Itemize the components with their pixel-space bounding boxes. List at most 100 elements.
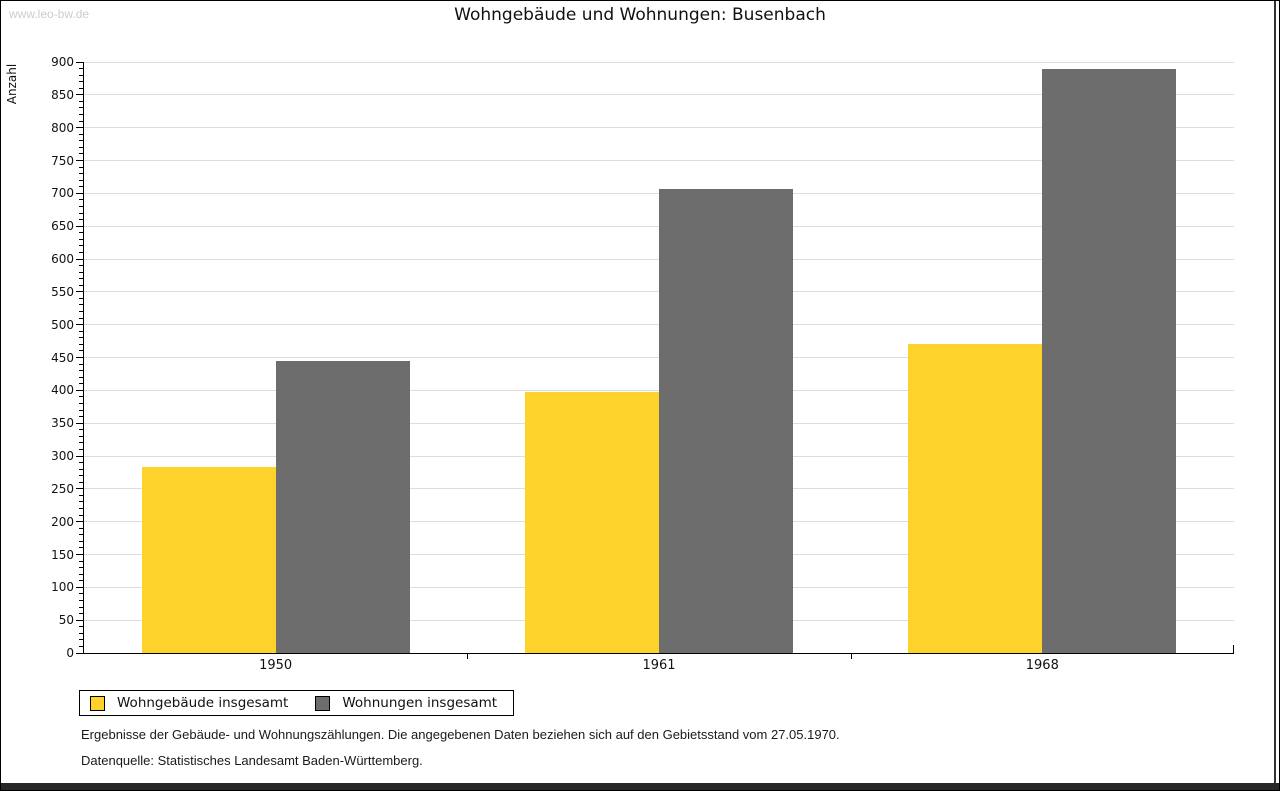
y-axis-minor-tick bbox=[79, 219, 83, 221]
y-axis-minor-tick bbox=[79, 317, 83, 319]
y-axis-minor-tick bbox=[79, 265, 83, 267]
legend-item-wohngebaeude-insgesamt: Wohngebäude insgesamt bbox=[90, 695, 288, 711]
y-axis-minor-tick bbox=[79, 153, 83, 155]
y-axis-minor-tick bbox=[79, 74, 83, 76]
y-axis-minor-tick bbox=[79, 481, 83, 483]
y-tick-label: 850 bbox=[51, 87, 74, 102]
window-bottom-edge bbox=[1, 783, 1279, 790]
y-axis-minor-tick bbox=[79, 567, 83, 569]
y-axis-title: Anzahl bbox=[5, 63, 19, 105]
y-axis-minor-tick bbox=[79, 580, 83, 582]
y-axis-major-tick bbox=[76, 357, 83, 358]
y-tick-label: 350 bbox=[51, 416, 74, 431]
bar-wohnungen-1968 bbox=[1042, 69, 1177, 653]
watermark: www.leo-bw.de bbox=[9, 7, 90, 21]
y-axis-major-tick bbox=[76, 258, 83, 260]
y-axis-minor-tick bbox=[79, 68, 83, 70]
y-axis-minor-tick bbox=[79, 599, 83, 601]
y-axis-minor-tick bbox=[79, 639, 83, 641]
y-axis-major-tick bbox=[76, 455, 83, 457]
y-axis-major-tick bbox=[76, 619, 83, 621]
y-axis-major-tick bbox=[76, 488, 83, 490]
footnote-line1: Ergebnisse der Gebäude- und Wohnungszähl… bbox=[81, 727, 840, 742]
y-axis-major-tick bbox=[76, 192, 83, 194]
plot-area: 0 50 100 150 200 250 300 350 400 450 500 550 600 650 7… bbox=[51, 55, 1234, 673]
bar-wohngebaeude-1950 bbox=[141, 467, 276, 653]
y-axis-minor-tick bbox=[79, 475, 83, 477]
y-axis-minor-tick bbox=[79, 593, 83, 595]
window-right-edge bbox=[1274, 1, 1276, 790]
y-axis-minor-tick bbox=[79, 383, 83, 385]
y-axis-minor-tick bbox=[79, 442, 83, 444]
y-axis-major-tick bbox=[76, 225, 83, 227]
y-axis-minor-tick bbox=[79, 271, 83, 273]
y-axis-minor-tick bbox=[79, 343, 83, 345]
y-axis-minor-tick bbox=[79, 114, 83, 116]
y-axis-major-tick bbox=[76, 160, 83, 161]
y-axis-major-tick bbox=[76, 61, 83, 63]
bar-wohnungen-1950 bbox=[275, 361, 410, 653]
y-axis-minor-tick bbox=[79, 304, 83, 306]
y-axis-minor-tick bbox=[79, 199, 83, 201]
y-tick-label: 400 bbox=[51, 383, 74, 398]
y-axis-minor-tick bbox=[79, 337, 83, 339]
y-axis-minor-tick bbox=[79, 462, 83, 464]
y-axis-minor-tick bbox=[79, 402, 83, 404]
y-tick-label: 0 bbox=[66, 646, 74, 660]
y-axis-major-tick bbox=[76, 652, 83, 654]
y-axis-minor-tick bbox=[79, 468, 83, 470]
y-axis-major-tick bbox=[76, 127, 83, 129]
y-axis-minor-tick bbox=[79, 547, 83, 549]
y-axis-minor-tick bbox=[79, 133, 83, 135]
y-axis-minor-tick bbox=[79, 494, 83, 496]
y-tick-label: 300 bbox=[51, 449, 74, 463]
y-axis-minor-tick bbox=[79, 396, 83, 398]
y-tick-label: 750 bbox=[51, 153, 74, 168]
y-axis-minor-tick bbox=[79, 87, 83, 89]
bar-wohnungen-1961 bbox=[659, 188, 793, 653]
y-axis-major-tick bbox=[76, 554, 83, 555]
y-axis-minor-tick bbox=[79, 120, 83, 122]
y-axis-minor-tick bbox=[79, 527, 83, 529]
y-axis-minor-tick bbox=[79, 205, 83, 207]
legend-label: Wohnungen insgesamt bbox=[342, 695, 498, 711]
gridline bbox=[84, 127, 1234, 129]
bar-wohngebaeude-1968 bbox=[908, 344, 1043, 653]
y-tick-label: 250 bbox=[51, 481, 74, 496]
legend: Wohngebäude insgesamt Wohnungen insgesamt bbox=[79, 690, 515, 716]
bar-wohngebaeude-1961 bbox=[525, 392, 659, 653]
y-axis-minor-tick bbox=[79, 416, 83, 418]
y-axis-minor-tick bbox=[79, 540, 83, 542]
x-tick-label: 1950 bbox=[259, 658, 293, 673]
y-axis-minor-tick bbox=[79, 606, 83, 608]
x-axis-end-tick bbox=[1233, 645, 1234, 653]
y-tick-label: 450 bbox=[51, 350, 74, 365]
y-axis-major-tick bbox=[76, 94, 83, 96]
y-axis-minor-tick bbox=[79, 232, 83, 234]
gridline bbox=[84, 61, 1234, 63]
y-tick-label: 500 bbox=[51, 317, 74, 332]
gridline bbox=[84, 94, 1234, 96]
y-axis-minor-tick bbox=[79, 140, 83, 142]
y-axis-minor-tick bbox=[79, 330, 83, 332]
legend-swatch-wohngebaeude-insgesamt bbox=[90, 695, 105, 711]
y-axis-major-tick bbox=[76, 291, 83, 293]
y-axis-minor-tick bbox=[79, 166, 83, 168]
y-axis-minor-tick bbox=[79, 376, 83, 378]
y-axis-minor-tick bbox=[79, 632, 83, 634]
y-tick-label: 800 bbox=[51, 120, 74, 135]
x-tick-label: 1968 bbox=[1025, 658, 1059, 673]
legend-label: Wohngebäude insgesamt bbox=[117, 695, 289, 711]
y-axis-minor-tick bbox=[79, 514, 83, 516]
y-axis-minor-tick bbox=[79, 429, 83, 431]
y-tick-label: 550 bbox=[51, 284, 74, 299]
footnote-line2: Datenquelle: Statistisches Landesamt Bad… bbox=[81, 753, 423, 768]
y-axis-major-tick bbox=[76, 422, 83, 424]
y-axis-minor-tick bbox=[79, 238, 83, 240]
y-tick-label: 650 bbox=[51, 219, 74, 234]
y-axis-major-tick bbox=[76, 324, 83, 326]
x-tick-label: 1961 bbox=[642, 658, 676, 673]
y-tick-label: 900 bbox=[51, 55, 74, 69]
y-tick-label: 700 bbox=[51, 186, 74, 201]
y-axis-minor-tick bbox=[79, 448, 83, 450]
